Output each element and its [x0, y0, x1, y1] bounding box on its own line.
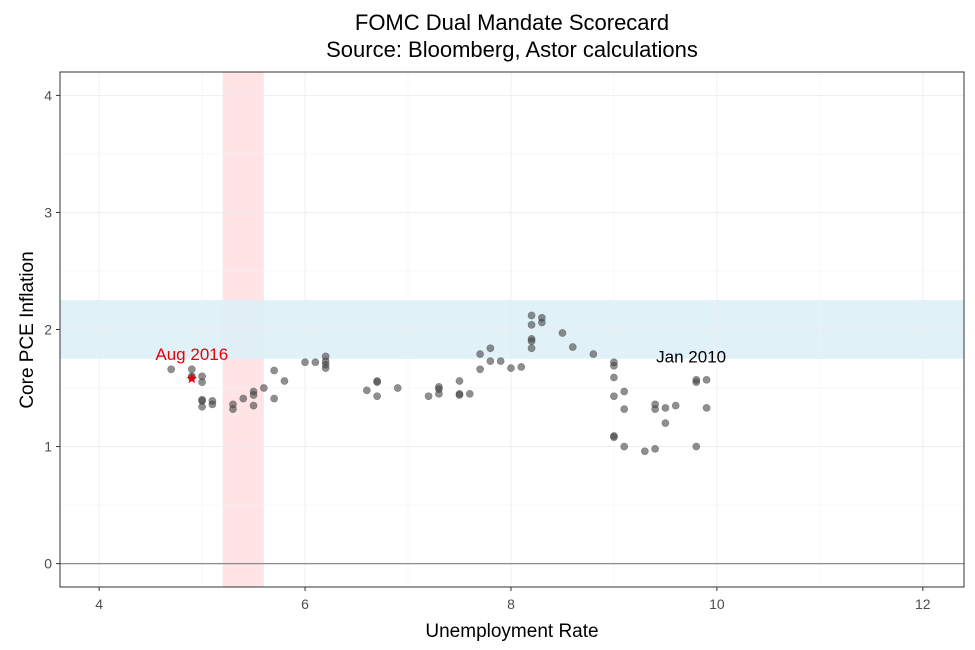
data-point: [610, 373, 618, 382]
data-point: [373, 377, 382, 385]
x-tick-label: 12: [915, 596, 931, 612]
data-point: [167, 365, 176, 374]
data-point: [362, 386, 371, 395]
data-point: [249, 391, 258, 399]
data-point: [610, 433, 618, 442]
data-point: [270, 366, 279, 375]
data-point: [476, 365, 484, 374]
x-tick-label: 4: [95, 596, 103, 612]
data-point: [537, 313, 546, 322]
data-point: [198, 372, 206, 381]
data-point: [527, 311, 536, 320]
data-point: [527, 337, 536, 346]
data-point: [321, 352, 330, 361]
y-tick-label: 1: [44, 439, 52, 455]
data-point: [661, 419, 670, 428]
data-point: [455, 391, 464, 399]
x-axis-ticks: 4 6 8 10 12: [95, 587, 931, 612]
grid-lines: [60, 72, 964, 587]
data-point: [301, 358, 309, 367]
data-point: [486, 344, 495, 353]
data-point: [434, 382, 443, 391]
data-point: [610, 358, 618, 367]
data-point: [270, 394, 279, 403]
data-point: [568, 343, 577, 351]
data-point: [465, 389, 474, 398]
data-point: [259, 384, 268, 392]
y-axis-title: Core PCE Inflation: [17, 251, 38, 408]
data-points: [167, 311, 711, 456]
data-point: [373, 392, 382, 401]
data-point: [702, 404, 711, 412]
chart-subtitle: Source: Bloomberg, Astor calculations: [326, 37, 698, 62]
data-point: [651, 444, 660, 453]
y-axis-ticks: 0 1 2 3 4: [44, 87, 60, 572]
data-point: [476, 350, 484, 358]
annotations: Aug 2016 Jan 2010: [155, 345, 726, 366]
data-point: [239, 394, 248, 403]
data-point: [455, 377, 464, 385]
annotation-label: Jan 2010: [656, 347, 726, 366]
data-point: [692, 442, 701, 451]
data-point: [671, 401, 680, 410]
data-point: [661, 404, 670, 412]
data-point: [486, 357, 495, 366]
y-tick-label: 2: [44, 322, 52, 338]
data-point: [311, 358, 320, 367]
data-point: [393, 384, 402, 392]
data-point: [198, 395, 206, 404]
annotation-label: Aug 2016: [155, 345, 228, 364]
x-tick-label: 6: [301, 596, 309, 612]
data-point: [558, 329, 567, 337]
data-point: [280, 377, 289, 385]
y-tick-label: 0: [44, 556, 52, 572]
x-tick-label: 8: [507, 596, 515, 612]
data-point: [249, 401, 258, 410]
highlight-point: [186, 373, 198, 384]
data-point: [620, 387, 629, 396]
data-point: [208, 396, 217, 405]
data-point: [527, 320, 536, 329]
data-point: [692, 375, 701, 384]
data-point: [589, 350, 598, 358]
data-point: [702, 375, 711, 384]
data-point: [620, 442, 629, 451]
data-point: [610, 392, 618, 401]
data-point: [651, 405, 660, 413]
y-tick-label: 3: [44, 204, 52, 220]
data-point: [527, 344, 536, 353]
x-tick-label: 10: [709, 596, 725, 612]
data-point: [424, 392, 433, 401]
chart-title: FOMC Dual Mandate Scorecard: [355, 10, 669, 35]
data-point: [496, 357, 505, 366]
y-tick-label: 4: [44, 87, 52, 103]
data-point: [229, 405, 237, 413]
data-point: [640, 447, 649, 456]
data-point: [187, 365, 196, 374]
data-point: [507, 364, 515, 373]
data-point: [434, 389, 443, 398]
data-point: [620, 405, 629, 413]
data-point: [517, 363, 526, 371]
x-axis-title: Unemployment Rate: [425, 621, 598, 642]
